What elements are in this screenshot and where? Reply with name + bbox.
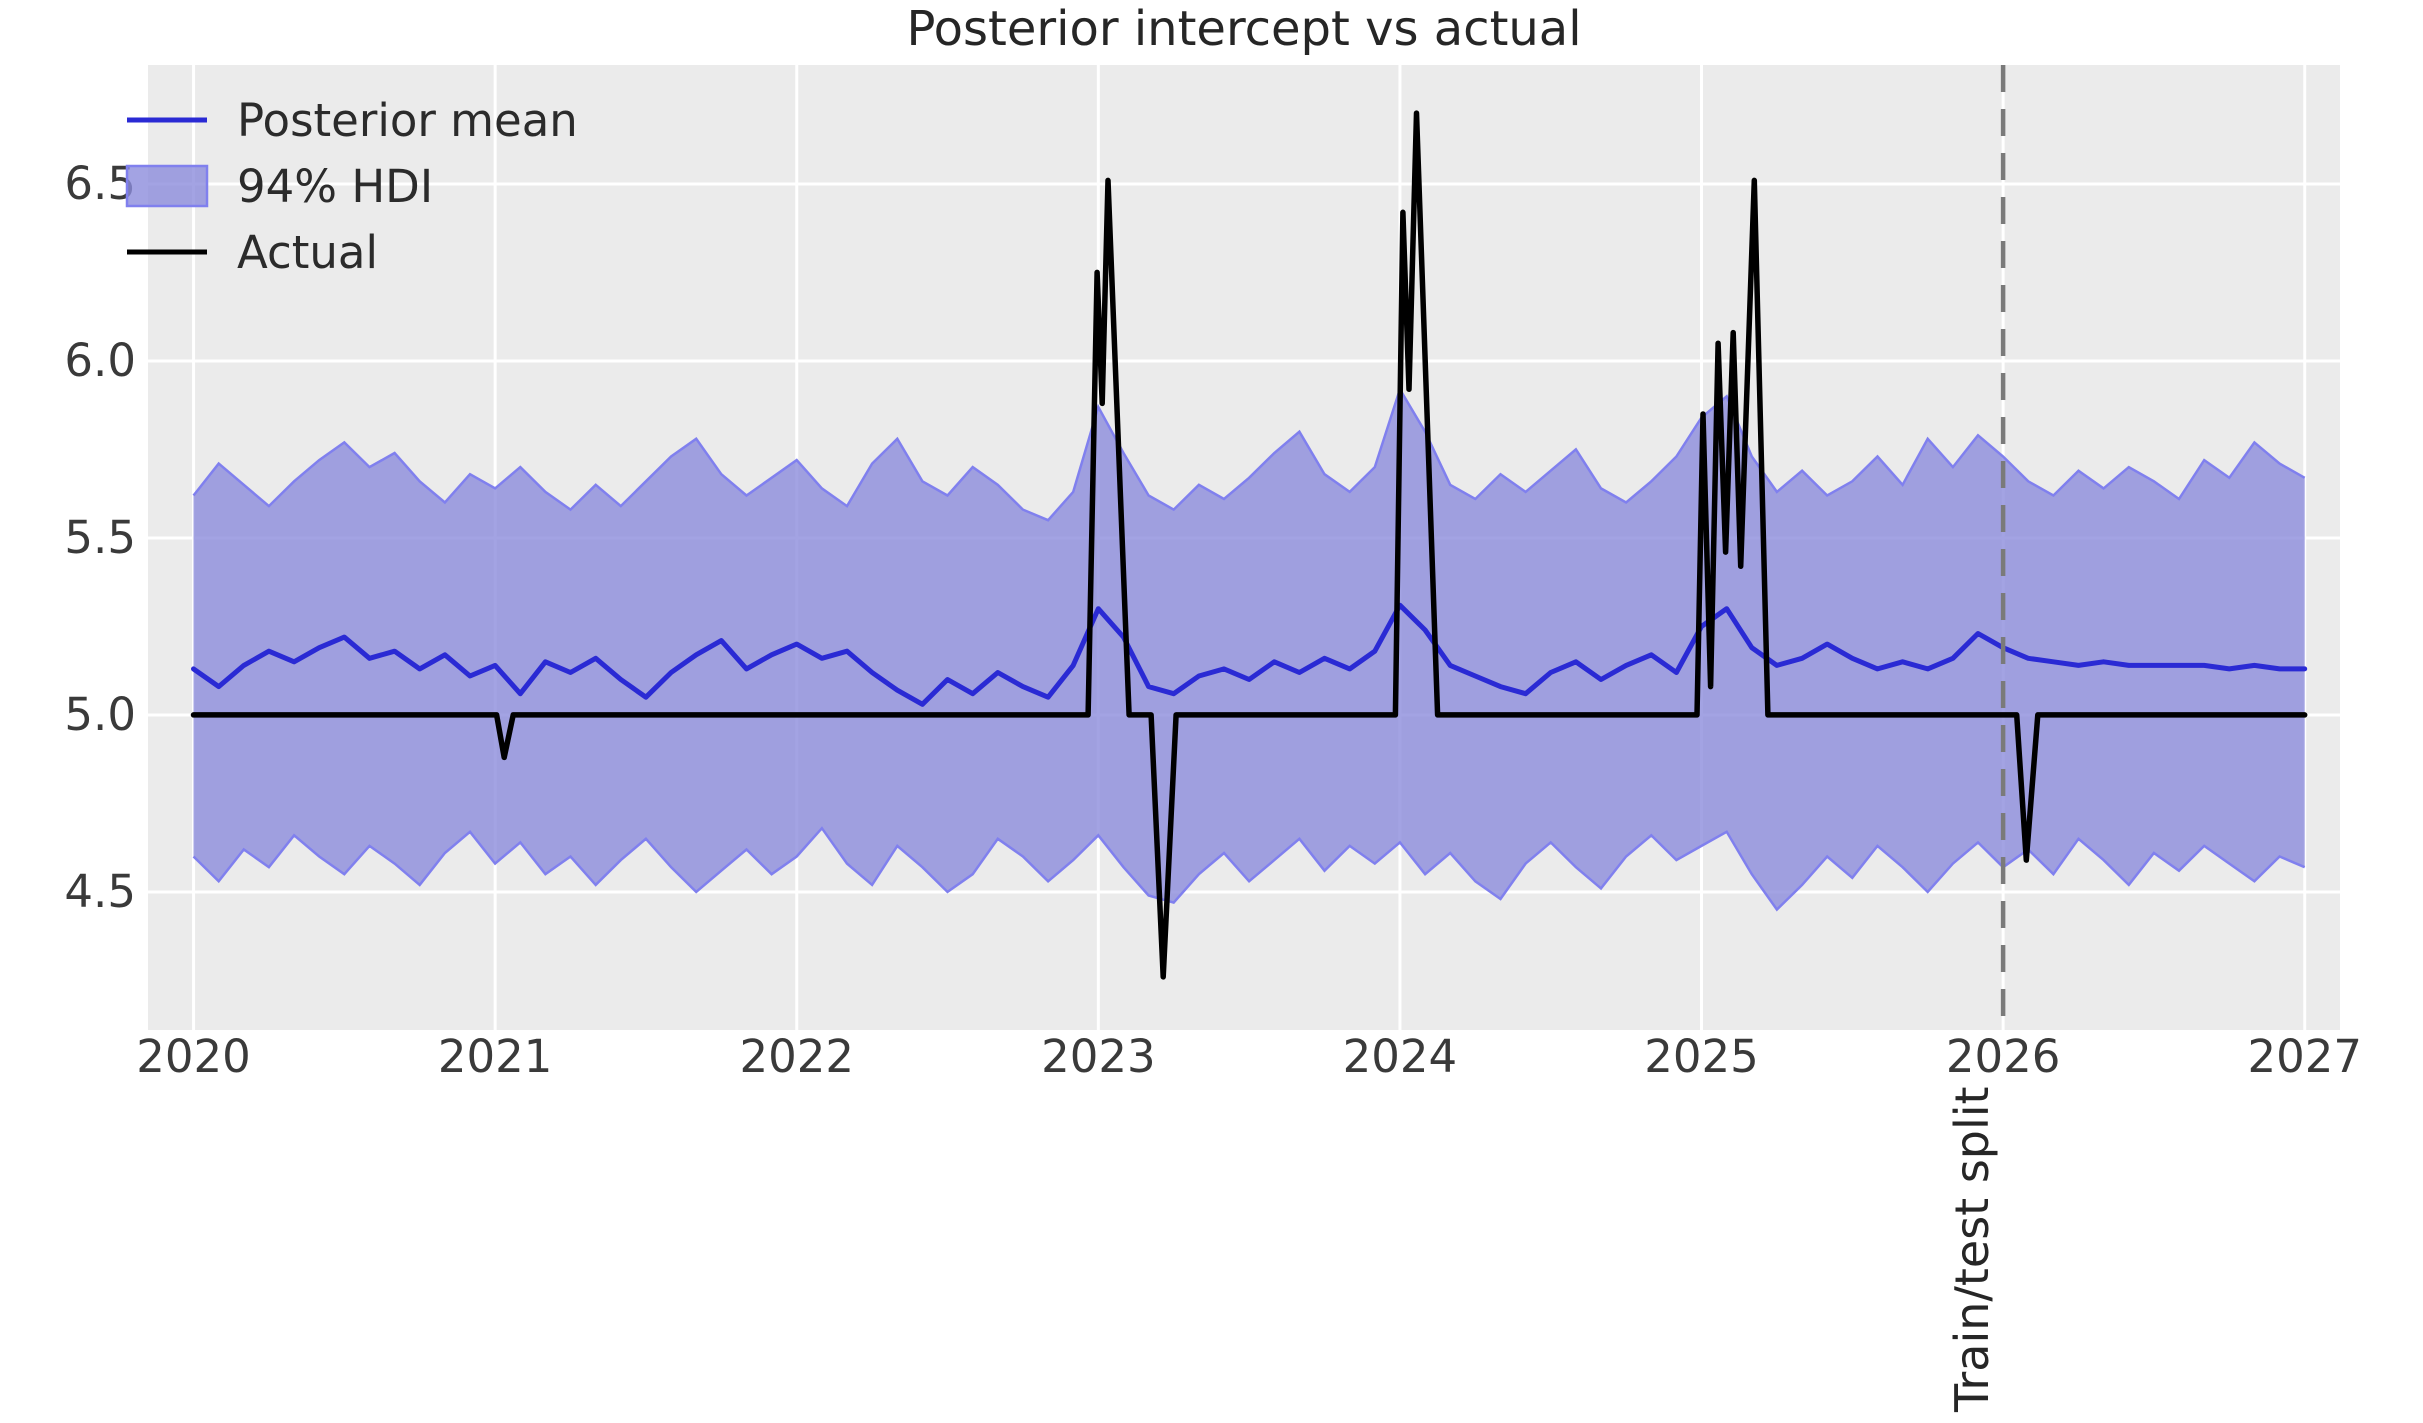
x-tick-label: 2022 xyxy=(739,1030,854,1083)
x-axis-tick-labels: 2020 2021 2022 2023 2024 2025 2026 2027 xyxy=(136,1030,2362,1083)
train-test-split-label: Train/test split xyxy=(1945,1086,1999,1413)
posterior-mean-line xyxy=(191,602,2308,707)
x-tick-label: 2026 xyxy=(1946,1030,2061,1083)
legend-label: Actual xyxy=(237,226,378,279)
legend-item-actual: Actual xyxy=(127,226,378,279)
legend-label: 94% HDI xyxy=(237,160,433,213)
x-tick-label: 2025 xyxy=(1644,1030,1759,1083)
y-tick-label: 5.5 xyxy=(64,511,136,564)
hdi-legend-swatch xyxy=(125,164,209,208)
y-tick-label: 6.0 xyxy=(64,334,136,387)
x-tick-label: 2023 xyxy=(1041,1030,1156,1083)
y-tick-label: 6.5 xyxy=(64,157,136,210)
x-tick-label: 2021 xyxy=(438,1030,553,1083)
hdi-band xyxy=(193,389,2305,910)
legend-item-hdi: 94% HDI xyxy=(125,160,433,213)
legend-label: Posterior mean xyxy=(237,94,578,147)
hdi-band-group xyxy=(192,386,2306,912)
x-tick-label: 2024 xyxy=(1343,1030,1458,1083)
hdi-lower-edge-line xyxy=(192,826,2306,912)
hdi-upper-edge-line xyxy=(192,386,2306,522)
actual-line xyxy=(190,110,2308,980)
chart-title: Posterior intercept vs actual xyxy=(906,1,1581,57)
y-axis-tick-labels: 4.5 5.0 5.5 6.0 6.5 xyxy=(64,157,136,918)
legend-item-posterior-mean: Posterior mean xyxy=(127,94,578,147)
y-tick-label: 4.5 xyxy=(64,865,136,918)
y-tick-label: 5.0 xyxy=(64,688,136,741)
x-tick-label: 2027 xyxy=(2247,1030,2362,1083)
legend: Posterior mean 94% HDI Actual xyxy=(125,94,578,279)
x-tick-label: 2020 xyxy=(136,1030,251,1083)
